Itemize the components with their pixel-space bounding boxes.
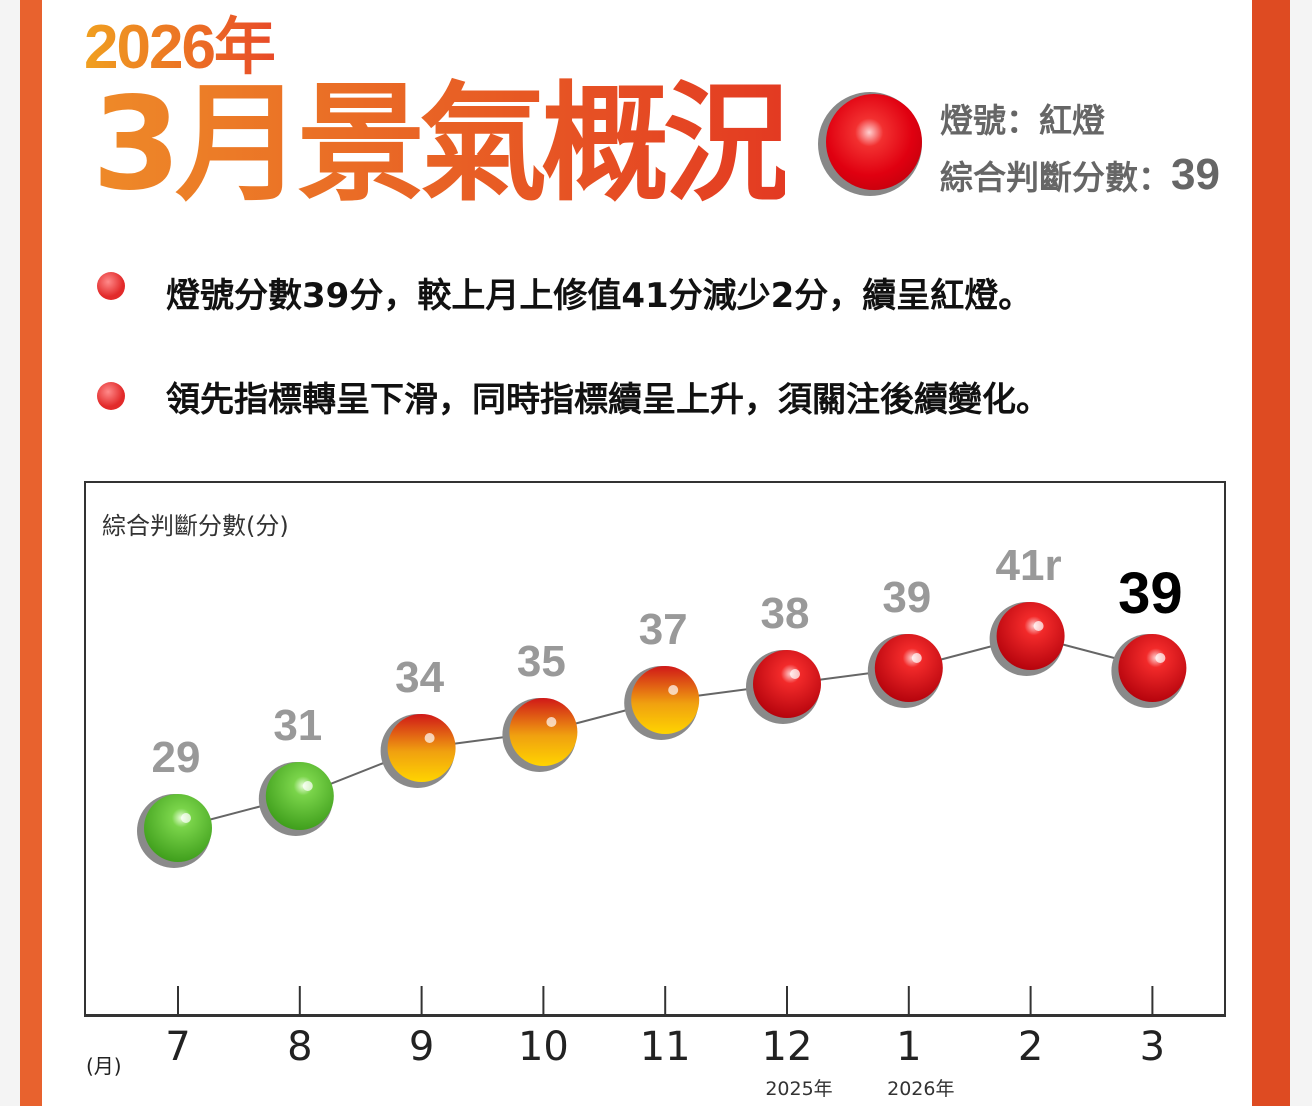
y-axis-label: 綜合判斷分數(分) xyxy=(102,512,289,540)
x-tick-label: 2 xyxy=(1017,1024,1044,1070)
signal-light-green xyxy=(265,762,334,830)
signal-label: 燈號：紅燈 xyxy=(940,101,1105,140)
light-highlight xyxy=(424,733,435,743)
score-value: 39 xyxy=(1171,150,1220,199)
bullet-icon xyxy=(97,272,125,300)
signal-light-red xyxy=(874,634,943,702)
signal-light-yellow-red xyxy=(631,666,700,734)
data-label: 38 xyxy=(760,589,810,638)
red-light-icon xyxy=(818,92,922,196)
signal-light-red xyxy=(1118,634,1187,702)
x-tick-label: 12 xyxy=(761,1024,813,1070)
year-label: 2025年 xyxy=(765,1078,833,1100)
x-tick-label: 9 xyxy=(408,1024,435,1070)
light-highlight xyxy=(1155,653,1166,663)
light-highlight xyxy=(911,653,922,663)
x-tick-label: 11 xyxy=(639,1024,691,1070)
x-axis-unit: (月) xyxy=(86,1054,122,1078)
signal-light-red xyxy=(753,650,821,718)
light-highlight xyxy=(181,813,191,823)
page-title: 3月景氣概況 xyxy=(92,70,791,219)
signal-light-yellow-red xyxy=(509,698,578,766)
light-highlight xyxy=(1033,621,1044,631)
x-tick-label: 10 xyxy=(517,1024,569,1070)
year-heading: 2026年 xyxy=(84,0,276,86)
chart-frame xyxy=(84,481,1226,1017)
bullet-text: 領先指標轉呈下滑，同時指標續呈上升，須關注後續變化。 xyxy=(166,380,1050,420)
score-label: 綜合判斷分數： xyxy=(940,158,1171,197)
bullet-icon xyxy=(97,382,125,410)
light-highlight xyxy=(790,669,800,679)
x-tick-label: 3 xyxy=(1139,1024,1166,1070)
light-highlight xyxy=(546,717,557,727)
x-tick-label: 7 xyxy=(165,1024,191,1070)
data-label: 31 xyxy=(273,701,323,750)
data-label: 37 xyxy=(638,605,688,654)
data-label: 35 xyxy=(516,637,566,686)
data-label: 34 xyxy=(395,653,445,702)
panel xyxy=(42,0,1252,1106)
data-label: 39 xyxy=(1118,561,1183,626)
data-label: 29 xyxy=(151,733,201,782)
signal-light-green xyxy=(144,794,212,862)
x-tick-label: 1 xyxy=(896,1024,922,1070)
score-line: 綜合判斷分數：39 xyxy=(940,150,1220,200)
data-label: 41r xyxy=(995,541,1062,590)
signal-light-red xyxy=(996,602,1065,670)
signal-light-yellow-red xyxy=(387,714,456,782)
data-label: 39 xyxy=(882,573,932,622)
bullet-text: 燈號分數39分，較上月上修值41分減少2分，續呈紅燈。 xyxy=(166,276,1033,316)
right-border xyxy=(1252,0,1290,1106)
x-tick-label: 8 xyxy=(287,1024,313,1070)
light-highlight xyxy=(302,781,313,791)
left-border xyxy=(20,0,42,1106)
light-highlight xyxy=(668,685,679,695)
year-label: 2026年 xyxy=(887,1078,955,1100)
